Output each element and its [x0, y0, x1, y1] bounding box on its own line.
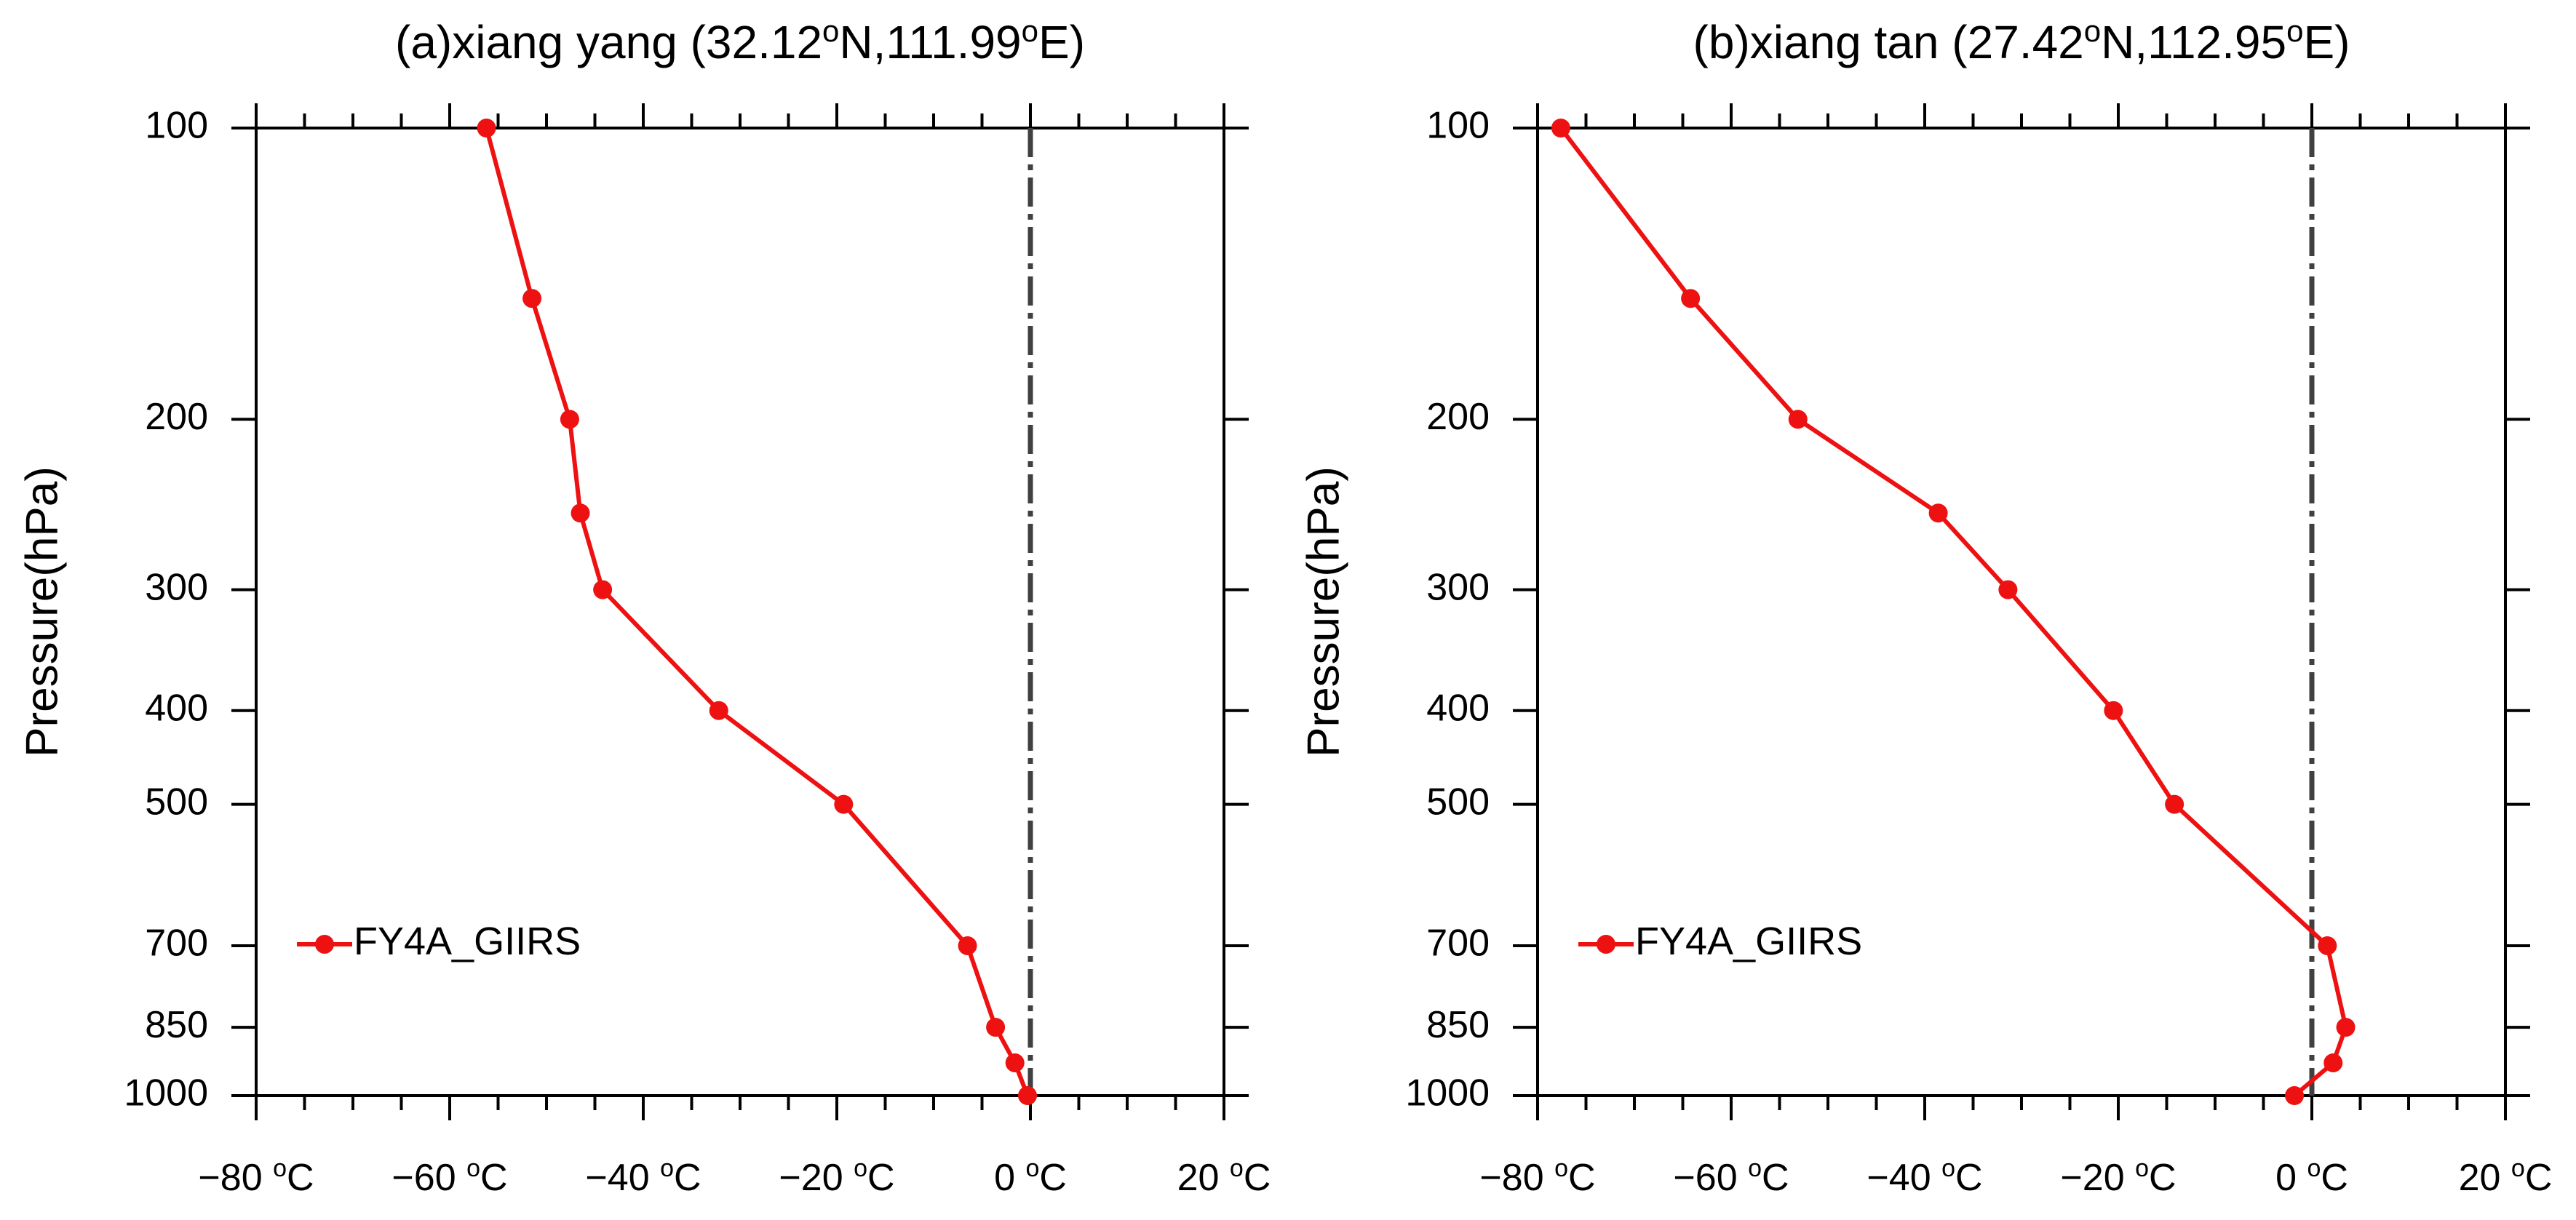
panel-a-legend-label: FY4A_GIIRS: [354, 920, 581, 963]
panel-a-title: (a)xiang yang (32.12oN,111.99oE): [395, 14, 1085, 69]
b-y-tick-label-200: 200: [1426, 396, 1490, 438]
b-x-tick-label--80: −80 oC: [1479, 1155, 1595, 1199]
b-y-tick-label-1000: 1000: [1405, 1072, 1490, 1115]
panel-a-y-tick-labels: 100 200 300 400 500 700 850 1000: [124, 105, 208, 1115]
b-data-point-500: [2165, 794, 2185, 814]
a-y-tick-label-400: 400: [145, 687, 208, 729]
panel-b-title: (b)xiang tan (27.42oN,112.95oE): [1693, 14, 2350, 69]
b-y-tick-label-500: 500: [1426, 781, 1490, 823]
panel-a-ticks: [231, 103, 1249, 1120]
panel-b-legend: FY4A_GIIRS: [1578, 920, 1862, 963]
a-x-tick-label-20: 20 oC: [1177, 1155, 1271, 1199]
panel-b-series-fy4a-giirs: [1551, 119, 2356, 1105]
a-data-point-300: [593, 580, 613, 599]
a-data-point-200: [560, 410, 579, 429]
a-x-tick-label--60: −60 oC: [391, 1155, 507, 1199]
panel-b-legend-marker: [1597, 934, 1615, 954]
panel-a-x-tick-labels: −80 oC −60 oC −40 oC −20 oC 0 oC 20 oC: [198, 1155, 1271, 1199]
a-y-tick-label-700: 700: [145, 922, 208, 965]
panel-a-y-axis-label: Pressure(hPa): [17, 466, 67, 757]
a-x-tick-label-0: 0 oC: [994, 1155, 1067, 1199]
a-y-tick-label-1000: 1000: [124, 1072, 208, 1115]
b-x-tick-label-0: 0 oC: [2275, 1155, 2348, 1199]
panel-b-y-tick-labels: 100 200 300 400 500 700 850 1000: [1405, 105, 1490, 1115]
panel-b: (b)xiang tan (27.42oN,112.95oE) Pressure…: [1298, 14, 2552, 1200]
a-x-tick-label--40: −40 oC: [585, 1155, 701, 1199]
b-x-tick-label--20: −20 oC: [2060, 1155, 2176, 1199]
a-y-tick-label-300: 300: [145, 566, 208, 608]
b-y-tick-label-700: 700: [1426, 922, 1490, 965]
panel-a: (a)xiang yang (32.12oN,111.99oE) Pressur…: [17, 14, 1271, 1200]
b-data-point-850: [2336, 1018, 2356, 1037]
a-data-point-700: [958, 936, 977, 955]
panel-a-series-fy4a-giirs: [477, 119, 1038, 1105]
b-y-tick-label-400: 400: [1426, 687, 1490, 729]
b-data-point-250: [1928, 503, 1948, 523]
b-data-point-100: [1551, 119, 1570, 137]
a-y-tick-label-100: 100: [145, 105, 208, 147]
a-data-point-1000: [1018, 1086, 1038, 1105]
a-data-point-850: [986, 1018, 1006, 1037]
a-x-tick-label--80: −80 oC: [198, 1155, 314, 1199]
a-data-point-925: [1005, 1053, 1025, 1072]
b-x-tick-label--40: −40 oC: [1867, 1155, 1982, 1199]
a-y-tick-label-200: 200: [145, 396, 208, 438]
b-data-point-150: [1681, 289, 1701, 308]
b-data-point-925: [2323, 1053, 2343, 1072]
b-data-point-300: [1998, 580, 2018, 599]
b-y-tick-label-300: 300: [1426, 566, 1490, 608]
panel-a-legend-marker: [315, 934, 334, 954]
a-data-point-100: [477, 119, 496, 137]
b-x-tick-label-20: 20 oC: [2459, 1155, 2553, 1199]
panel-b-legend-label: FY4A_GIIRS: [1635, 920, 1862, 963]
panel-b-y-axis-label: Pressure(hPa): [1298, 466, 1348, 757]
b-x-tick-label--60: −60 oC: [1673, 1155, 1789, 1199]
b-data-point-700: [2318, 936, 2337, 955]
b-data-point-400: [2104, 701, 2123, 720]
b-y-tick-label-100: 100: [1426, 105, 1490, 147]
a-data-point-400: [709, 701, 728, 720]
panel-b-x-tick-labels: −80 oC −60 oC −40 oC −20 oC 0 oC 20 oC: [1479, 1155, 2552, 1199]
b-y-tick-label-850: 850: [1426, 1004, 1490, 1046]
b-data-point-200: [1788, 410, 1808, 429]
a-y-tick-label-850: 850: [145, 1004, 208, 1046]
a-data-point-250: [571, 503, 590, 523]
a-data-point-150: [522, 289, 542, 308]
b-data-point-1000: [2285, 1086, 2305, 1105]
a-data-point-500: [834, 794, 854, 814]
panel-b-ticks: [1513, 103, 2530, 1120]
a-x-tick-label--20: −20 oC: [779, 1155, 894, 1199]
a-y-tick-label-500: 500: [145, 781, 208, 823]
panel-a-legend: FY4A_GIIRS: [297, 920, 581, 963]
